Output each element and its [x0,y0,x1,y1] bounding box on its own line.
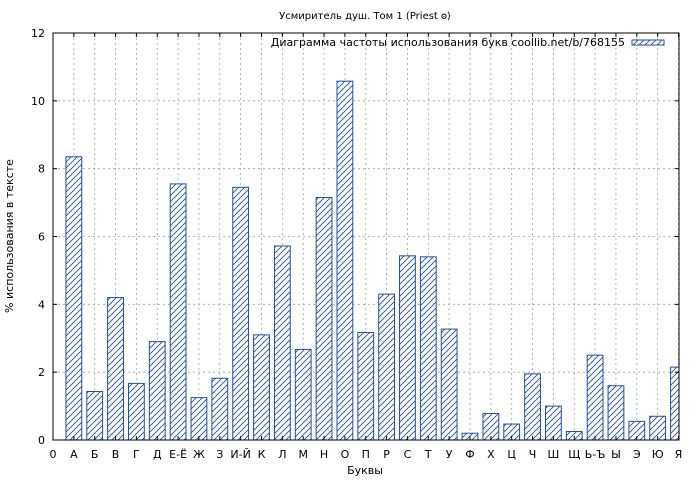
chart-title: Усмиритель душ. Том 1 (Priest 𐍈) [279,11,451,22]
bar [399,255,416,440]
x-axis-label: Буквы [347,464,383,477]
bar [148,341,166,440]
x-tick-label: У [446,448,453,461]
y-tick-label: 8 [38,163,45,176]
x-tick-label: Л [278,448,286,461]
bar [65,156,83,440]
x-tick-label: Г [133,448,140,461]
x-tick-label: Ь-Ъ [585,448,606,461]
y-tick-label: 4 [38,298,45,311]
bar [565,431,583,440]
bar [336,80,354,440]
x-tick-label: Ы [611,448,621,461]
bar [253,334,270,440]
x-tick-label: Т [424,448,432,461]
bar [86,390,104,440]
bar [128,382,145,440]
y-tick-label: 12 [31,27,45,40]
x-tick-label: В [112,448,120,461]
bar [524,373,541,440]
y-axis-label: % использования в тексте [3,159,16,313]
x-tick-label: З [216,448,223,461]
x-tick-label: И-Й [230,448,250,461]
bar [378,293,396,440]
x-tick-label: Ч [529,448,537,461]
x-tick-label: А [70,448,78,461]
x-tick-label: Ф [465,448,474,461]
x-tick-label: Е-Ё [169,448,187,461]
legend-swatch [631,39,665,46]
x-tick-label: Ш [548,448,560,461]
y-tick-label: 0 [38,434,45,447]
y-tick-label: 2 [38,366,45,379]
bar [586,354,604,440]
x-tick-label: Х [487,448,495,461]
x-tick-label: Ж [193,448,205,461]
bar [482,413,500,440]
bar [545,405,562,440]
bar [315,196,333,440]
x-tick-label: К [258,448,266,461]
x-tick-label: Н [320,448,328,461]
grid-layer [53,33,679,440]
bar [169,183,187,440]
bar [190,397,208,440]
x-tick-label: Я [675,448,683,461]
x-tick-label: О [341,448,350,461]
y-tick-label: 10 [31,95,45,108]
y-axis: 0 2 4 6 8 10 12 [31,27,679,447]
legend-label: Диаграмма частоты использования букв coo… [271,36,625,49]
x-tick-label: Б [91,448,99,461]
x-tick-label: Щ [568,448,580,461]
x-tick-label: Ц [507,448,516,461]
x-axis: 0 А Б В Г Д Е-Ё Ж З И-Й К Л М Н О П Р С Т У Ф Х Ц Ч Ш Щ Ь-Ъ Ы Э Ю Я [50,33,683,461]
bar [503,423,521,440]
x-tick-label: Д [153,448,162,461]
x-tick-label: П [362,448,370,461]
bar [607,385,625,440]
x-tick-label: Э [633,448,641,461]
x-tick-label: М [298,448,308,461]
bar [211,377,229,440]
bar [273,245,291,440]
bar [232,186,250,440]
x-tick-label: Р [383,448,390,461]
x-tick-label: 0 [50,448,57,461]
bar [107,297,124,440]
bar [440,328,458,440]
legend: Диаграмма частоты использования букв coo… [271,36,665,49]
bars-layer [65,80,679,440]
x-tick-label: С [404,448,412,461]
y-tick-label: 6 [38,231,45,244]
bar [294,348,312,440]
x-tick-label: Ю [652,448,664,461]
bar [419,256,437,440]
bar [357,331,375,440]
